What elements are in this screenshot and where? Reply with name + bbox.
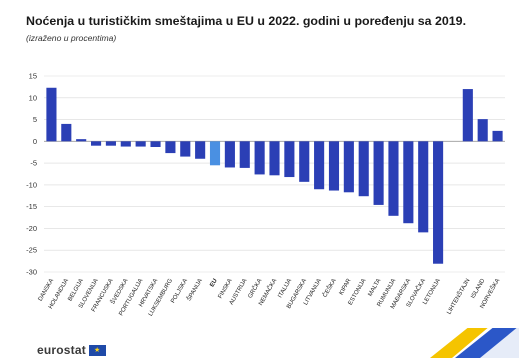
bar xyxy=(403,141,414,224)
x-tick-label: ISLAND xyxy=(470,277,486,299)
bar xyxy=(46,87,57,142)
bar xyxy=(388,141,399,216)
y-tick-label: -25 xyxy=(26,246,37,255)
bar xyxy=(433,141,444,264)
bar xyxy=(462,89,473,142)
bar xyxy=(90,141,102,146)
bar xyxy=(343,141,354,193)
bar xyxy=(284,141,295,178)
bar xyxy=(254,141,265,175)
bar xyxy=(269,141,280,176)
x-tick-label: EU xyxy=(209,278,218,288)
eu-flag-icon xyxy=(88,344,106,356)
bar xyxy=(328,141,340,191)
y-tick-label: 15 xyxy=(29,72,37,81)
y-tick-label: 5 xyxy=(33,115,37,124)
bar xyxy=(314,141,325,190)
bar xyxy=(299,141,310,182)
x-tick-labels: DANSKAHOLANDIJABELGIJASLOVENIJAFRANCUSKA… xyxy=(38,277,502,317)
y-tick-label: -30 xyxy=(26,268,37,277)
x-tick-label: KIPAR xyxy=(339,277,353,296)
bar xyxy=(239,141,250,168)
bar xyxy=(150,141,161,147)
bar xyxy=(195,141,206,159)
x-tick-label: GRČKA xyxy=(247,278,264,300)
bar xyxy=(61,123,72,142)
accent-yellow-shape xyxy=(430,328,488,358)
y-tick-label: -5 xyxy=(30,159,37,168)
chart-title: Noćenja u turističkim smeštajima u EU u … xyxy=(26,14,467,28)
eurostat-logo-text: eurostat xyxy=(37,343,86,357)
bar xyxy=(358,141,369,197)
bar xyxy=(477,119,488,142)
bar xyxy=(135,141,146,147)
bar xyxy=(492,130,503,142)
y-tick-label: 0 xyxy=(33,137,37,146)
x-tick-label: ITALIJA xyxy=(277,278,293,299)
y-tick-label: 10 xyxy=(29,93,37,102)
x-tick-label: ČEŠKA xyxy=(321,278,337,299)
y-tick-label: -10 xyxy=(26,180,37,189)
y-tick-label: -15 xyxy=(26,202,37,211)
bar xyxy=(105,141,116,146)
chart-subtitle: (izraženo u procentima) xyxy=(26,33,117,43)
bar xyxy=(180,141,191,157)
bar xyxy=(120,141,131,147)
bar xyxy=(165,141,176,154)
bar xyxy=(76,139,87,142)
y-tick-label: -20 xyxy=(26,224,37,233)
y-tick-labels: 15 10 5 0 -5 -10 -15 -20 -25 -30 xyxy=(26,72,37,277)
eurostat-logo: eurostat xyxy=(37,343,106,357)
x-tick-label: MALTA xyxy=(368,278,383,298)
footer-decoration xyxy=(430,328,519,358)
bars xyxy=(46,87,503,264)
accent-light-shape xyxy=(480,328,519,358)
x-tick-label: FINSKA xyxy=(218,278,234,300)
accent-blue-shape xyxy=(455,328,519,358)
bar xyxy=(418,141,429,233)
bar xyxy=(209,141,221,166)
bar xyxy=(373,141,384,205)
bar xyxy=(224,141,235,168)
x-tick-label: LIHTENŠTAJN xyxy=(446,278,472,316)
